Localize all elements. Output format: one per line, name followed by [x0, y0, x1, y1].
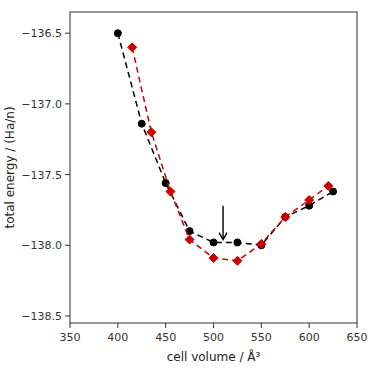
chart: 350400450500550600650−138.5−138.0−137.5−…: [0, 0, 371, 371]
x-tick-label: 450: [155, 331, 176, 344]
arrow: [219, 206, 227, 240]
point: [147, 128, 156, 137]
y-axis: −138.5 −138.0 −137.5 −137.0 −136.5: [21, 27, 70, 323]
x-tick: [213, 323, 214, 328]
x-tick-label: 400: [107, 331, 128, 344]
y-tick: [65, 315, 70, 316]
series-line: [132, 47, 328, 260]
arrow-shaft: [222, 206, 223, 239]
chart-container: 350400450500550600650−138.5−138.0−137.5−…: [0, 0, 371, 371]
point: [138, 120, 145, 127]
point: [128, 43, 137, 52]
y-tick-label: −138.5: [21, 310, 62, 323]
y-tick-label: −137.0: [21, 98, 62, 111]
x-axis: 350 400 450 500 550 600 650: [60, 323, 368, 344]
y-axis-label: total energy / (Ha/n): [3, 106, 17, 228]
y-tick-label: −137.5: [21, 169, 62, 182]
series: [128, 43, 333, 265]
x-tick: [357, 323, 358, 328]
x-tick: [261, 323, 262, 328]
point: [234, 239, 241, 246]
point: [114, 30, 121, 37]
x-tick-label: 500: [203, 331, 224, 344]
x-tick-label: 350: [60, 331, 81, 344]
point: [305, 196, 314, 205]
series: [114, 30, 336, 249]
y-tick: [65, 174, 70, 175]
point: [166, 187, 175, 196]
point: [209, 253, 218, 262]
y-tick: [65, 245, 70, 246]
x-tick: [165, 323, 166, 328]
y-tick: [65, 103, 70, 104]
point: [185, 235, 194, 244]
point: [324, 181, 333, 190]
plot-area: [114, 30, 336, 266]
point: [233, 256, 242, 265]
x-tick-label: 600: [299, 331, 320, 344]
arrow-head: [219, 233, 227, 240]
y-tick-label: −136.5: [21, 27, 62, 40]
x-axis-label: cell volume / Å³: [167, 349, 261, 364]
point: [257, 239, 266, 248]
point: [281, 212, 290, 221]
y-tick: [65, 33, 70, 34]
point: [282, 213, 289, 220]
x-tick: [309, 323, 310, 328]
x-tick: [117, 323, 118, 328]
plot-frame: [70, 12, 357, 323]
point: [330, 188, 337, 195]
series-line: [118, 33, 333, 245]
y-tick-label: −138.0: [21, 239, 62, 252]
x-tick: [70, 323, 71, 328]
point: [210, 239, 217, 246]
x-tick-label: 650: [347, 331, 368, 344]
x-tick-label: 550: [251, 331, 272, 344]
